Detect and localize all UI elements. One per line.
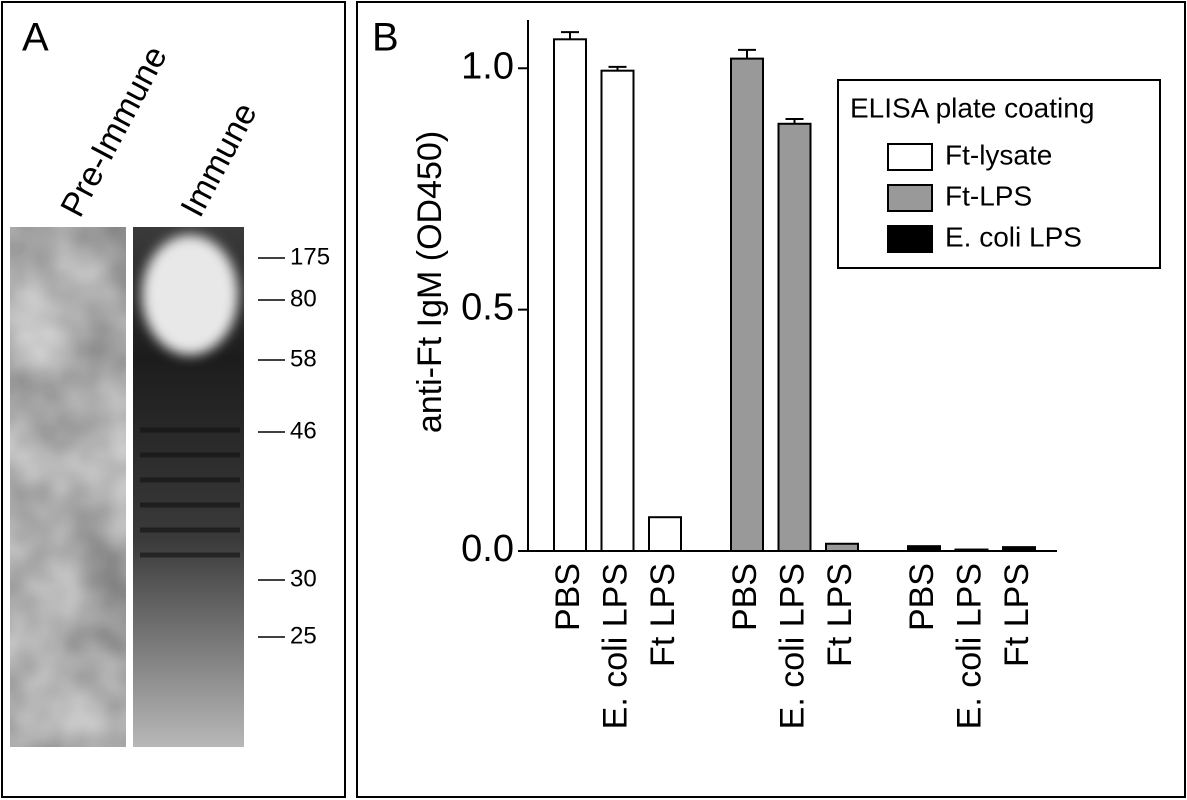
y-tick-label: 1.0 [461, 45, 514, 87]
x-tick-label: PBS [726, 563, 764, 631]
error-bar [785, 117, 804, 124]
panel-label: A [22, 16, 49, 60]
bar [825, 542, 859, 553]
panel-label: B [372, 16, 399, 60]
lane-label: Immune [173, 97, 264, 223]
legend-title: ELISA plate coating [850, 92, 1094, 123]
legend-label: Ft-LPS [945, 180, 1032, 211]
x-tick-label: E. coli LPS [950, 563, 988, 729]
bar [907, 545, 941, 553]
legend-label: E. coli LPS [945, 221, 1082, 252]
lane-label: Pre-Immune [53, 40, 174, 223]
panel-b-frame [356, 1, 1186, 798]
error-bar [738, 48, 756, 59]
bar [730, 57, 764, 552]
y-tick-label: 0.5 [461, 287, 514, 329]
marker-label: 80 [290, 285, 317, 312]
legend-swatch [887, 225, 933, 253]
error-bar [561, 31, 579, 40]
x-tick-label: Ft LPS [821, 563, 859, 667]
x-tick-label: E. coli LPS [773, 563, 811, 729]
marker-label: 25 [290, 622, 317, 649]
legend-swatch [887, 143, 933, 171]
error-bar [608, 65, 627, 71]
marker-label: 46 [290, 417, 317, 444]
x-tick-label: Ft LPS [644, 563, 682, 667]
marker-label: 30 [290, 565, 317, 592]
bar [777, 122, 812, 552]
x-tick-label: PBS [903, 563, 941, 631]
x-tick-label: PBS [549, 563, 587, 631]
marker-label: 175 [290, 243, 330, 270]
legend-swatch [887, 184, 933, 212]
legend-label: Ft-lysate [945, 139, 1052, 170]
x-tick-label: E. coli LPS [596, 563, 634, 729]
bar [1002, 546, 1036, 553]
panel-a-frame [1, 1, 346, 798]
marker-label: 58 [290, 345, 317, 372]
x-tick-label: Ft LPS [998, 563, 1036, 667]
bar [648, 516, 682, 553]
y-axis-label: anti-Ft IgM (OD450) [411, 131, 449, 433]
y-tick-label: 0.0 [461, 528, 514, 570]
bar [600, 69, 635, 552]
bar [553, 38, 587, 553]
bar [954, 548, 989, 553]
blot [10, 227, 244, 747]
